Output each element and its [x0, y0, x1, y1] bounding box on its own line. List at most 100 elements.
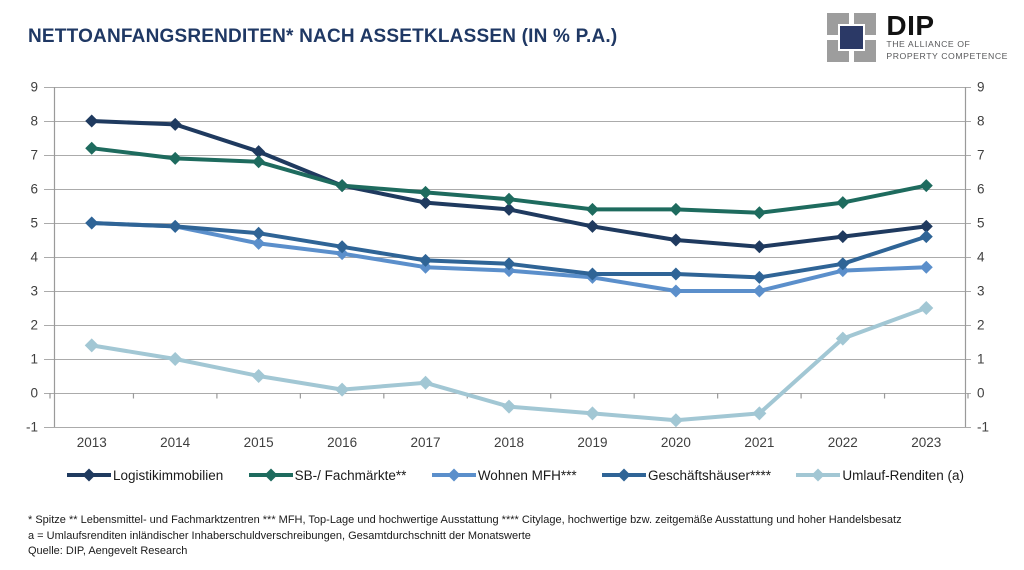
legend-label: Wohnen MFH*** — [477, 467, 577, 483]
y-tick-label-right: 6 — [977, 182, 985, 197]
footnotes: * Spitze ** Lebensmittel- und Fachmarktz… — [28, 513, 902, 560]
page-title: NETTOANFANGSRENDITEN* NACH ASSETKLASSEN … — [28, 26, 618, 47]
data-point-marker — [669, 202, 683, 216]
legend-marker-icon — [601, 468, 646, 482]
data-point-marker — [335, 240, 349, 254]
x-tick-label: 2023 — [911, 435, 941, 450]
y-tick-label-right: 7 — [977, 148, 985, 163]
legend-item-1: Logistikimmobilien — [66, 467, 223, 483]
data-point-marker — [418, 375, 433, 390]
data-point-marker — [168, 352, 183, 366]
series-5 — [84, 301, 934, 428]
logo-name: DIP — [886, 10, 935, 41]
data-point-marker — [585, 202, 599, 216]
series-2 — [85, 141, 933, 220]
x-tick-label: 2018 — [494, 435, 524, 450]
legend-label: Geschäftshäuser**** — [647, 467, 772, 483]
data-point-marker — [919, 179, 933, 193]
dip-logo: DIP THE ALLIANCE OF PROPERTY COMPETENCE — [827, 10, 1008, 65]
y-tick-label-right: 8 — [977, 114, 985, 129]
x-axis-ticks — [49, 393, 969, 399]
logo-center-square — [838, 24, 866, 51]
legend-label: SB-/ Fachmärkte** — [294, 467, 407, 483]
series-1 — [85, 114, 933, 254]
legend-item-5: Umlauf-Renditen (a) — [795, 467, 964, 483]
gridlines — [44, 87, 971, 428]
data-point-marker — [419, 185, 433, 199]
x-tick-label: 2015 — [244, 435, 274, 450]
data-point-marker — [85, 216, 99, 230]
data-point-marker — [752, 270, 766, 284]
y-tick-label-left: 9 — [30, 80, 38, 95]
y-tick-label-right: 4 — [977, 250, 985, 265]
data-point-marker — [585, 219, 599, 233]
x-tick-label: 2017 — [411, 435, 441, 450]
y-tick-label-left: 1 — [30, 352, 38, 367]
y-tick-label-right: 1 — [977, 352, 985, 367]
data-point-marker — [836, 230, 850, 244]
data-point-marker — [335, 247, 349, 261]
logo-text: DIP THE ALLIANCE OF PROPERTY COMPETENCE — [886, 10, 1008, 62]
data-point-marker — [585, 406, 600, 421]
x-tick-label: 2016 — [327, 435, 357, 450]
data-point-marker — [502, 192, 516, 206]
series-4 — [85, 216, 933, 284]
data-point-marker — [252, 226, 266, 240]
data-point-marker — [168, 151, 182, 165]
data-point-marker — [835, 331, 850, 346]
data-point-marker — [836, 196, 850, 210]
legend-label: Umlauf-Renditen (a) — [842, 467, 964, 483]
data-point-marker — [252, 155, 266, 169]
y-tick-label-left: 4 — [30, 250, 38, 265]
x-tick-label: 2013 — [77, 435, 107, 450]
y-tick-label-right: 3 — [977, 284, 985, 299]
data-point-marker — [752, 406, 767, 421]
y-tick-label-right: 5 — [977, 216, 985, 231]
legend-marker-icon — [248, 468, 293, 482]
data-point-marker — [836, 264, 850, 278]
data-point-marker — [419, 260, 433, 274]
y-tick-label-right: -1 — [977, 420, 989, 435]
data-point-marker — [168, 219, 182, 233]
data-point-marker — [502, 257, 516, 271]
data-point-marker — [335, 179, 349, 193]
data-point-marker — [251, 369, 266, 383]
data-point-marker — [919, 260, 933, 274]
y-tick-label-left: -1 — [26, 420, 38, 435]
logo-tagline-2: PROPERTY COMPETENCE — [886, 50, 1008, 61]
dip-logo-mark-icon — [827, 13, 877, 65]
y-axis-labels: 9 9 8 8 7 7 6 6 5 5 4 4 3 3 2 2 1 1 0 0 -1 -1 — [26, 80, 989, 435]
data-point-marker — [919, 230, 933, 244]
data-point-marker — [752, 206, 766, 220]
legend-item-3: Wohnen MFH*** — [431, 467, 577, 483]
data-point-marker — [919, 219, 933, 233]
data-point-marker — [836, 257, 850, 271]
y-tick-label-left: 2 — [30, 318, 38, 333]
y-tick-label-left: 8 — [30, 114, 38, 129]
data-point-marker — [585, 267, 599, 281]
data-point-marker — [419, 253, 433, 267]
data-point-marker — [252, 145, 266, 159]
y-tick-label-right: 9 — [977, 80, 985, 95]
legend-marker-icon — [796, 468, 841, 482]
data-point-marker — [669, 233, 683, 247]
data-point-marker — [669, 284, 683, 298]
chart-legend: Logistikimmobilien SB-/ Fachmärkte** Wohne… — [0, 467, 1024, 483]
y-tick-label-left: 3 — [30, 284, 38, 299]
data-point-marker — [752, 284, 766, 298]
legend-marker-icon — [431, 468, 476, 482]
y-tick-label-left: 5 — [30, 216, 38, 231]
data-point-marker — [85, 141, 99, 155]
data-point-marker — [335, 382, 350, 397]
data-point-marker — [502, 264, 516, 278]
data-point-marker — [419, 196, 433, 210]
legend-item-4: Geschäftshäuser**** — [601, 467, 771, 483]
y-tick-label-left: 6 — [30, 182, 38, 197]
y-tick-label-left: 7 — [30, 148, 38, 163]
x-tick-label: 2021 — [744, 435, 774, 450]
data-point-marker — [502, 202, 516, 216]
y-tick-label-right: 2 — [977, 318, 985, 333]
y-tick-label-left: 0 — [30, 386, 38, 401]
legend-marker-icon — [67, 468, 111, 482]
